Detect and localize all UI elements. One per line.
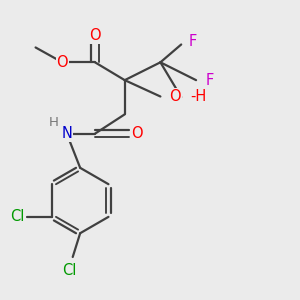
Text: F: F [205,73,214,88]
Text: O: O [89,28,101,43]
Text: Cl: Cl [63,263,77,278]
Text: -H: -H [190,89,206,104]
Text: F: F [189,34,197,49]
Text: O: O [56,55,68,70]
Text: O: O [131,126,142,141]
Text: O: O [169,89,181,104]
Text: H: H [49,116,58,129]
Text: N: N [61,126,72,141]
Text: F: F [189,93,197,108]
Text: Cl: Cl [11,209,25,224]
